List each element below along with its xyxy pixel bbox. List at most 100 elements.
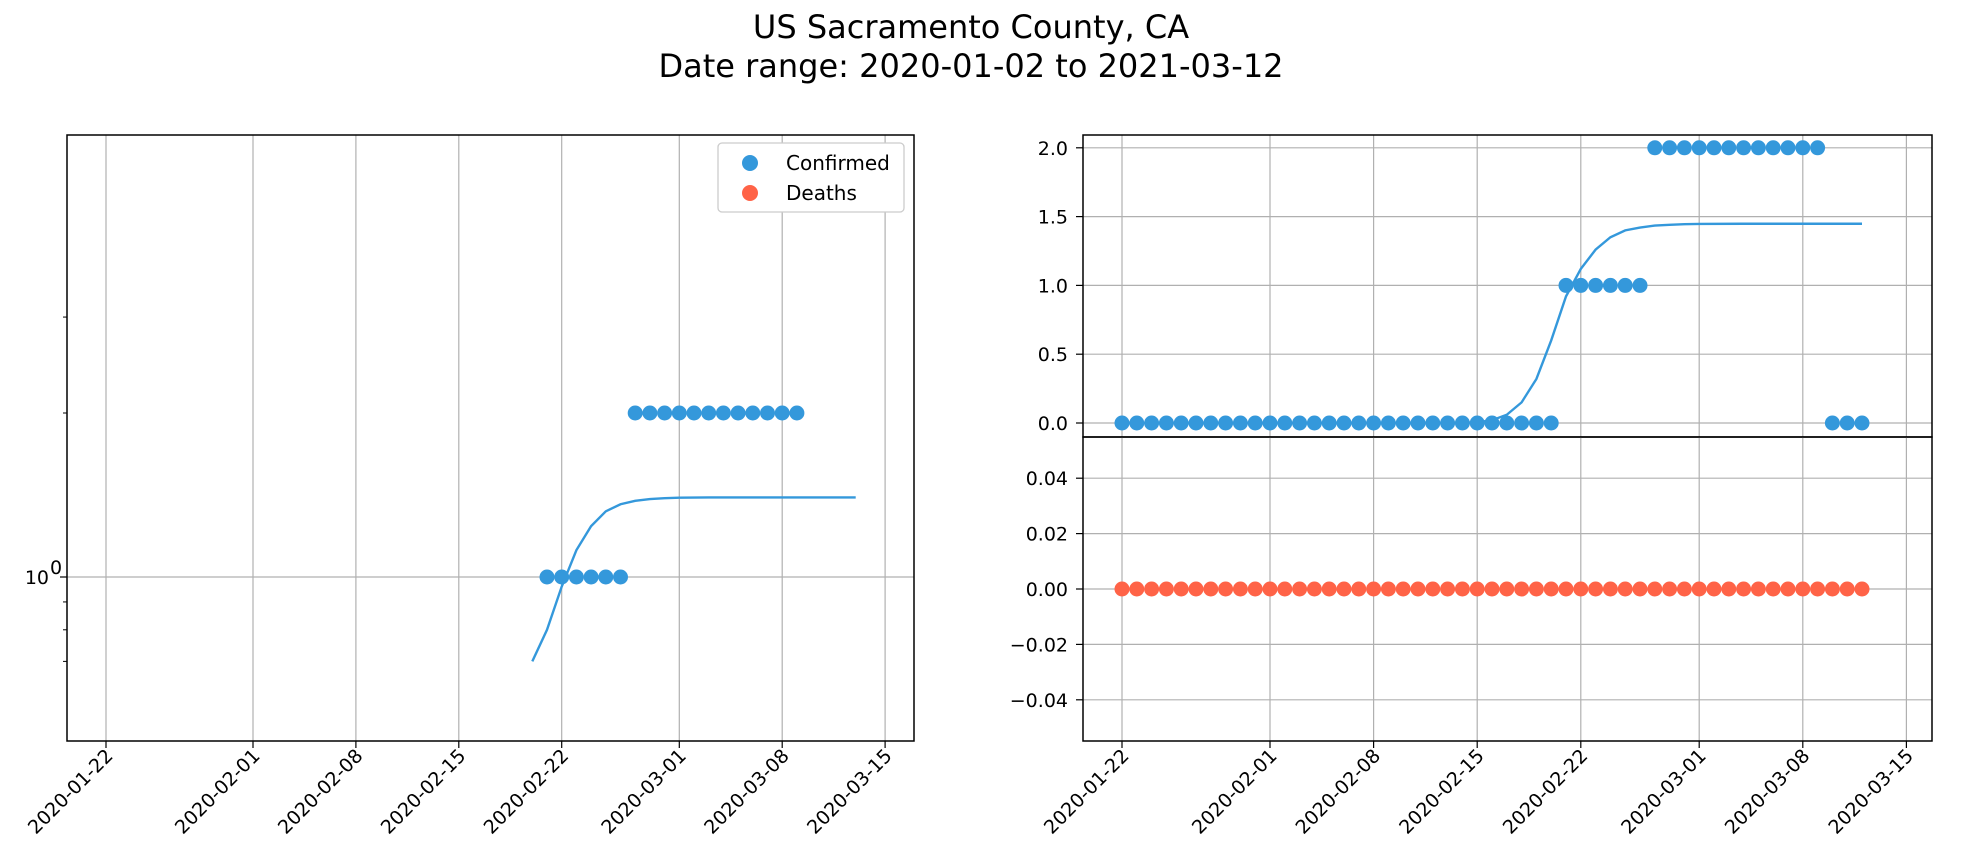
right-bottom-deaths-point — [1366, 581, 1382, 597]
right-bottom-deaths-point — [1425, 581, 1441, 597]
legend-deaths-label: Deaths — [786, 181, 857, 205]
right-top-confirmed-point — [1232, 415, 1248, 431]
legend-confirmed-marker — [742, 155, 758, 171]
right-top-confirmed-point — [1691, 140, 1707, 156]
right-bottom-x-tick-label: 2020-02-08 — [1291, 745, 1385, 839]
right-bottom-deaths-point — [1676, 581, 1692, 597]
right-top-confirmed-point — [1750, 140, 1766, 156]
right-bottom-x-tick-label: 2020-03-08 — [1721, 745, 1815, 839]
right-top-confirmed-point — [1780, 140, 1796, 156]
right-bottom-y-tick-label: 0.00 — [1026, 579, 1068, 601]
left-confirmed-point — [789, 405, 805, 421]
left-confirmed-point — [539, 569, 555, 585]
left-confirmed-point — [598, 569, 614, 585]
left-confirmed-point — [583, 569, 599, 585]
left-x-tick-label: 2020-03-15 — [803, 745, 897, 839]
right-top-confirmed-point — [1469, 415, 1485, 431]
right-top-confirmed-point — [1425, 415, 1441, 431]
right-bottom-deaths-point — [1573, 581, 1589, 597]
right-top-confirmed-point — [1114, 415, 1130, 431]
right-bottom-deaths-point — [1277, 581, 1293, 597]
right-bottom-deaths-point — [1528, 581, 1544, 597]
right-top-confirmed-point — [1173, 415, 1189, 431]
left-confirmed-point — [730, 405, 746, 421]
right-top-fit-line — [1122, 222, 1862, 425]
right-bottom-deaths-point — [1158, 581, 1174, 597]
right-bottom-deaths-point — [1632, 581, 1648, 597]
left-y-tick-exponent: 0 — [50, 557, 62, 579]
right-top-y-tick-label: 2.0 — [1038, 138, 1068, 160]
right-bottom-deaths-point — [1706, 581, 1722, 597]
right-top-confirmed-point — [1528, 415, 1544, 431]
right-top-confirmed-point — [1514, 415, 1530, 431]
left-plot-frame — [66, 134, 915, 742]
right-bottom-deaths-point — [1558, 581, 1574, 597]
right-top-confirmed-point — [1736, 140, 1752, 156]
legend: Confirmed Deaths — [717, 142, 905, 213]
right-top-y-tick-label: 0.0 — [1038, 413, 1068, 435]
right-top-confirmed-point — [1543, 415, 1559, 431]
right-top-confirmed-point — [1247, 415, 1263, 431]
right-bottom-deaths-point — [1410, 581, 1426, 597]
right-bottom-deaths-point — [1454, 581, 1470, 597]
right-top-confirmed-point — [1854, 415, 1870, 431]
left-confirmed-point — [774, 405, 790, 421]
right-bottom-deaths-point — [1721, 581, 1737, 597]
right-top-confirmed-point — [1144, 415, 1160, 431]
right-top-confirmed-point — [1203, 415, 1219, 431]
right-top-confirmed-point — [1380, 415, 1396, 431]
left-ticks: 2020-01-22 2020-02-01 2020-02-08 2020-02-15… — [24, 316, 897, 839]
right-bottom-deaths-point — [1499, 581, 1515, 597]
right-top-confirmed-point — [1218, 415, 1234, 431]
right-top-y-tick-label: 1.0 — [1038, 275, 1068, 297]
right-bottom-deaths-point — [1321, 581, 1337, 597]
right-bottom-deaths-point — [1588, 581, 1604, 597]
right-bottom-deaths-point — [1647, 581, 1663, 597]
right-top-ticks: 0.0 0.5 1.0 1.5 2.0 — [1038, 138, 1083, 435]
right-top-grid — [1083, 135, 1932, 437]
right-top-y-tick-label: 1.5 — [1038, 207, 1068, 229]
right-top-confirmed-point — [1366, 415, 1382, 431]
left-confirmed-point — [657, 405, 673, 421]
right-top-confirmed-point — [1395, 415, 1411, 431]
right-bottom-marks — [1114, 581, 1870, 597]
right-top-confirmed-point — [1262, 415, 1278, 431]
right-top-y-tick-label: 0.5 — [1038, 344, 1068, 366]
right-top-confirmed-point — [1292, 415, 1308, 431]
right-top-confirmed-point — [1440, 415, 1456, 431]
right-bottom-deaths-point — [1543, 581, 1559, 597]
right-bottom-deaths-point — [1247, 581, 1263, 597]
right-top-confirmed-point — [1588, 277, 1604, 293]
right-bottom-deaths-point — [1824, 581, 1840, 597]
right-top-confirmed-point — [1824, 415, 1840, 431]
right-bottom-deaths-point — [1218, 581, 1234, 597]
right-bottom-deaths-point — [1306, 581, 1322, 597]
right-top-confirmed-point — [1573, 277, 1589, 293]
right-top-confirmed-point — [1351, 415, 1367, 431]
right-top-confirmed-point — [1277, 415, 1293, 431]
right-bottom-y-tick-label: −0.02 — [1010, 634, 1068, 656]
right-bottom-deaths-point — [1351, 581, 1367, 597]
legend-deaths-marker — [742, 185, 758, 201]
right-bottom-deaths-point — [1839, 581, 1855, 597]
right-bottom-y-tick-label: 0.04 — [1026, 468, 1068, 490]
right-top-confirmed-point — [1721, 140, 1737, 156]
right-top-confirmed-point — [1129, 415, 1145, 431]
right-top-confirmed-point — [1810, 140, 1826, 156]
left-grid — [67, 135, 914, 741]
legend-confirmed-label: Confirmed — [786, 151, 890, 175]
right-top-confirmed-point — [1632, 277, 1648, 293]
right-top-confirmed-point — [1662, 140, 1678, 156]
right-bottom-deaths-point — [1380, 581, 1396, 597]
right-bottom-ticks: 2020-01-22 2020-02-01 2020-02-08 2020-02-15… — [1010, 468, 1918, 838]
left-x-tick-label: 2020-02-08 — [274, 745, 368, 839]
right-top-confirmed-point — [1454, 415, 1470, 431]
left-x-tick-label: 2020-02-22 — [480, 745, 574, 839]
left-x-tick-label: 2020-01-22 — [24, 745, 118, 839]
left-confirmed-point — [568, 569, 584, 585]
right-bottom-deaths-point — [1736, 581, 1752, 597]
right-bottom-deaths-point — [1854, 581, 1870, 597]
right-top-confirmed-point — [1321, 415, 1337, 431]
right-bottom-deaths-point — [1750, 581, 1766, 597]
left-confirmed-point — [554, 569, 570, 585]
